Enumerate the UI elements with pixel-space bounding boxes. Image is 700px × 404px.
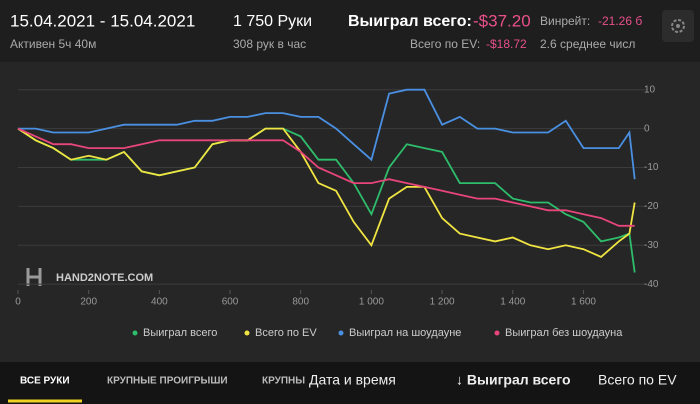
legend-dot (132, 330, 138, 336)
legend-label: Всего по EV (255, 327, 317, 339)
won-value: -$37.20 (473, 11, 531, 30)
tab[interactable]: КРУПНЫ (262, 376, 305, 387)
x-tick-label: 400 (151, 297, 168, 308)
watermark: HAND2NOTE.COM (26, 268, 153, 286)
column-header[interactable]: Всего по EV (598, 372, 677, 388)
column-header[interactable]: ↓ Выиграл всего (456, 372, 571, 388)
legend-dot (494, 330, 500, 336)
legend-label: Выиграл без шоудауна (505, 327, 623, 339)
date-range: 15.04.2021 - 15.04.2021 (10, 11, 195, 30)
series-line (18, 88, 636, 180)
active-time: Активен 5ч 40м (10, 37, 96, 51)
y-tick-label: -20 (644, 201, 659, 212)
avg-label: 2.6 среднее числ (540, 37, 635, 51)
y-tick-label: -10 (644, 162, 659, 173)
legend-label: Выиграл всего (143, 327, 217, 339)
y-tick-label: -30 (644, 240, 659, 251)
tab-bar (0, 362, 700, 404)
tab[interactable]: КРУПНЫЕ ПРОИГРЫШИ (107, 376, 228, 387)
series-line (17, 127, 635, 227)
gear-icon (671, 19, 685, 33)
legend-dot (338, 330, 344, 336)
y-tick-label: 0 (644, 123, 650, 134)
legend-label: Выиграл на шоудауне (349, 327, 461, 339)
x-tick-label: 0 (15, 297, 21, 308)
x-tick-label: 1 200 (430, 297, 455, 308)
x-tick-label: 800 (292, 297, 309, 308)
y-tick-label: 10 (644, 84, 656, 95)
x-tick-label: 600 (222, 297, 239, 308)
x-tick-label: 1 600 (571, 297, 596, 308)
ev-label: Всего по EV: (410, 37, 480, 51)
winrate-value: -21.26 б (598, 14, 642, 28)
series-line (17, 127, 636, 258)
hands-per-hour: 308 рук в час (233, 37, 306, 51)
won-label: Выиграл всего: (348, 13, 472, 30)
chart-bg (0, 62, 700, 362)
gear-center (676, 24, 680, 28)
column-header[interactable]: Дата и время (309, 372, 396, 388)
x-tick-label: 1 000 (359, 297, 384, 308)
x-tick-label: 1 400 (500, 297, 525, 308)
header-bg (0, 0, 700, 62)
winrate-label: Винрейт: (540, 14, 590, 28)
legend-dot (244, 330, 250, 336)
y-tick-label: -40 (644, 279, 659, 290)
ev-value: -$18.72 (486, 37, 527, 51)
x-tick-label: 200 (80, 297, 97, 308)
tab[interactable]: ВСЕ РУКИ (20, 376, 70, 387)
watermark-text: HAND2NOTE.COM (56, 272, 153, 284)
logo (26, 268, 42, 286)
hands: 1 750 Руки (233, 13, 312, 30)
